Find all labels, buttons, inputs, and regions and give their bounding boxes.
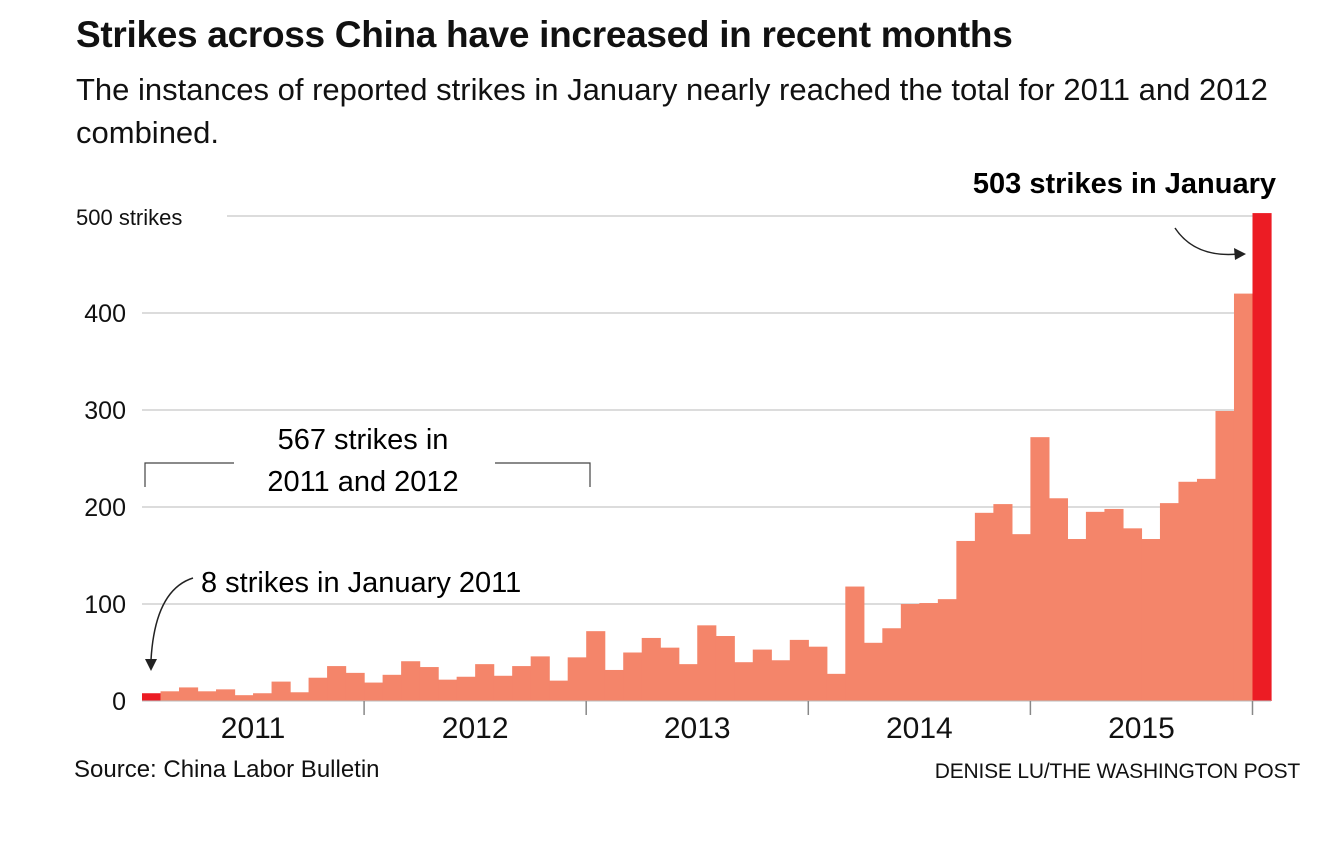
bar-2014-03 [845, 586, 865, 701]
bar-2015-02 [1048, 498, 1069, 701]
bar-2014-07 [919, 603, 939, 701]
y-tick-label: 200 [84, 494, 126, 522]
annotation-503-january: 503 strikes in January [973, 168, 1276, 200]
bar-2013-12 [789, 639, 809, 701]
bar-2015-10 [1196, 478, 1217, 701]
bar-2012-02 [382, 674, 402, 701]
x-tick-label: 2012 [442, 712, 509, 745]
bar-2014-01 [808, 646, 828, 701]
chart-subtitle: The instances of reported strikes in Jan… [76, 72, 1268, 150]
bar-2011-05 [216, 689, 236, 701]
bar-2012-10 [530, 656, 550, 701]
bar-2011-08 [271, 681, 291, 701]
bar-2015-09 [1178, 481, 1198, 701]
bar-2012-09 [512, 666, 532, 701]
bar-2012-01 [364, 682, 384, 701]
bar-2016-01 [1252, 213, 1272, 701]
bar-2011-12 [345, 672, 365, 701]
bars [142, 213, 1272, 701]
bar-2014-12 [1011, 534, 1031, 701]
annotation-arrowhead-8 [145, 659, 157, 671]
x-tick-label: 2014 [886, 712, 953, 745]
annotation-bracket-right [495, 462, 591, 487]
bar-2013-11 [771, 660, 791, 701]
bar-2012-12 [567, 657, 587, 701]
bar-2013-03 [623, 652, 643, 701]
bar-2013-07 [697, 625, 717, 701]
bar-2014-08 [937, 599, 957, 701]
bar-2015-05 [1104, 508, 1124, 701]
bar-2014-02 [826, 673, 846, 701]
x-tick-label: 2013 [664, 712, 731, 745]
bar-2013-08 [715, 636, 735, 701]
annotation-arrow-503 [1174, 227, 1239, 256]
y-axis-ticks: 0 100 200 300 400 500 strikes [76, 205, 182, 716]
credit-note: DENISE LU/THE WASHINGTON POST [934, 760, 1300, 783]
bar-2014-11 [993, 504, 1013, 701]
bar-2011-03 [179, 687, 199, 701]
y-tick-label: 100 [84, 591, 126, 619]
bar-2014-04 [863, 642, 883, 701]
annotation-8-january-2011: 8 strikes in January 2011 [201, 567, 521, 599]
bar-2012-04 [419, 667, 439, 701]
annotations: 503 strikes in January 8 strikes in Janu… [144, 168, 1276, 671]
annotation-bracket-left [144, 462, 234, 487]
bar-2011-09 [290, 692, 310, 701]
bar-2014-10 [974, 512, 994, 701]
bar-2013-05 [660, 647, 680, 701]
x-tick-label: 2015 [1108, 712, 1175, 745]
bar-2011-11 [327, 666, 347, 701]
bar-2015-12 [1233, 293, 1254, 701]
x-axis: 2011 2012 2013 2014 2015 [142, 700, 1271, 745]
bar-2014-09 [956, 540, 976, 701]
bar-2015-11 [1215, 410, 1235, 701]
bar-2011-07 [253, 693, 273, 701]
bar-2012-03 [401, 661, 421, 701]
bar-2011-02 [160, 691, 180, 701]
x-tick-label: 2011 [221, 712, 286, 745]
y-tick-label: 400 [84, 300, 126, 328]
bar-2014-06 [900, 604, 920, 701]
bar-2014-05 [882, 628, 902, 701]
annotation-567-line1: 567 strikes in [278, 424, 449, 456]
y-tick-label: 300 [84, 397, 126, 425]
annotation-567-line2: 2011 and 2012 [267, 466, 458, 498]
y-tick-label: 500 strikes [76, 205, 182, 230]
bar-2013-09 [734, 662, 754, 701]
bar-2011-01 [142, 693, 162, 701]
chart-title: Strikes across China have increased in r… [76, 14, 1013, 55]
bar-2013-06 [678, 664, 698, 701]
bar-2013-10 [752, 649, 772, 701]
bar-2012-07 [475, 664, 495, 701]
bar-2015-01 [1030, 437, 1050, 701]
bar-2013-02 [604, 669, 624, 701]
bar-2015-06 [1122, 528, 1143, 701]
bar-2013-04 [641, 637, 661, 701]
bar-2015-03 [1067, 539, 1087, 701]
bar-2012-05 [438, 679, 458, 701]
bar-2012-08 [493, 675, 513, 701]
source-note: Source: China Labor Bulletin [74, 756, 380, 783]
bar-2015-08 [1159, 503, 1180, 701]
annotation-arrow-8 [150, 577, 194, 661]
bar-2011-04 [197, 691, 217, 701]
bar-2015-07 [1141, 539, 1161, 701]
bar-2011-10 [308, 677, 328, 701]
annotation-arrowhead-503 [1234, 248, 1246, 260]
bar-2013-01 [586, 631, 606, 701]
y-tick-label: 0 [112, 688, 126, 716]
bar-2011-06 [234, 695, 254, 701]
bar-2015-04 [1085, 511, 1106, 701]
bar-2012-06 [456, 676, 476, 701]
bar-2012-11 [549, 680, 569, 701]
